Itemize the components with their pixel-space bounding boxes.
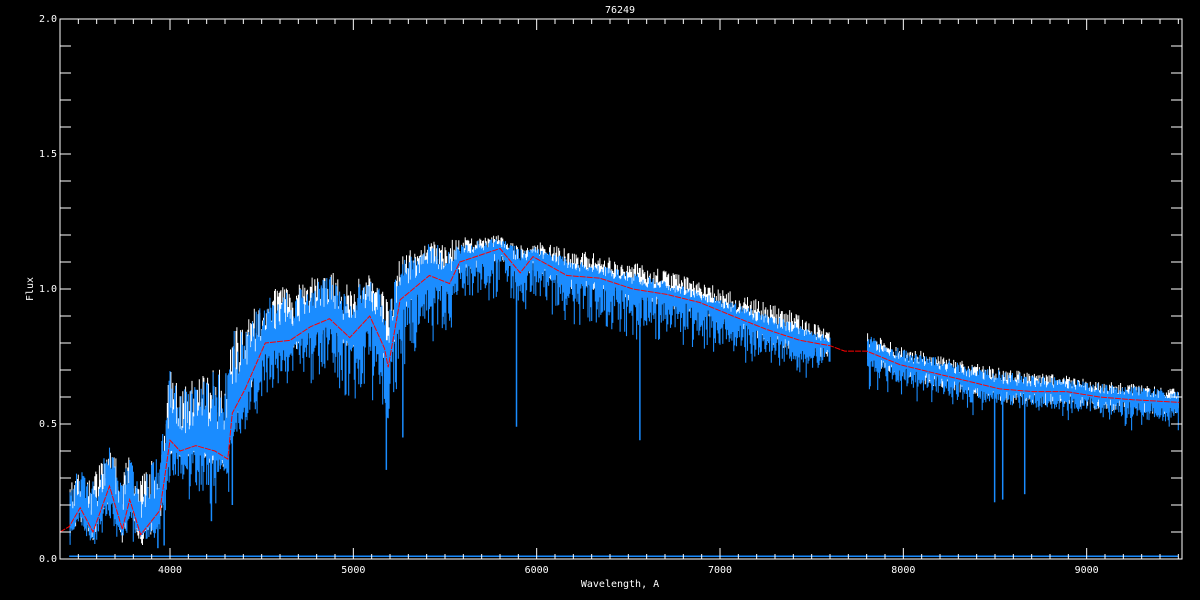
observed-flux-spectrum xyxy=(69,239,1179,545)
plot-area xyxy=(59,235,1180,558)
y-axis-label: Flux xyxy=(25,277,36,301)
x-tick-label: 7000 xyxy=(708,565,732,576)
y-tick-label: 1.0 xyxy=(39,284,57,295)
x-tick-label: 8000 xyxy=(891,565,915,576)
y-tick-label: 2.0 xyxy=(39,14,57,25)
x-tick-label: 9000 xyxy=(1075,565,1099,576)
x-tick-label: 4000 xyxy=(158,565,182,576)
axes: 4000 5000 6000 7000 8000 9000 0.0 0.5 1.0 1.5 2.0 xyxy=(39,14,1183,576)
chart-title: 76249 xyxy=(605,5,635,16)
x-tick-label: 5000 xyxy=(341,565,365,576)
model-flux-line xyxy=(59,247,1180,536)
y-tick-label: 0.0 xyxy=(39,554,57,565)
y-tick-label: 0.5 xyxy=(39,419,57,430)
x-axis-label: Wavelength, A xyxy=(581,579,659,590)
x-tick-label: 6000 xyxy=(525,565,549,576)
y-tick-label: 1.5 xyxy=(39,149,57,160)
